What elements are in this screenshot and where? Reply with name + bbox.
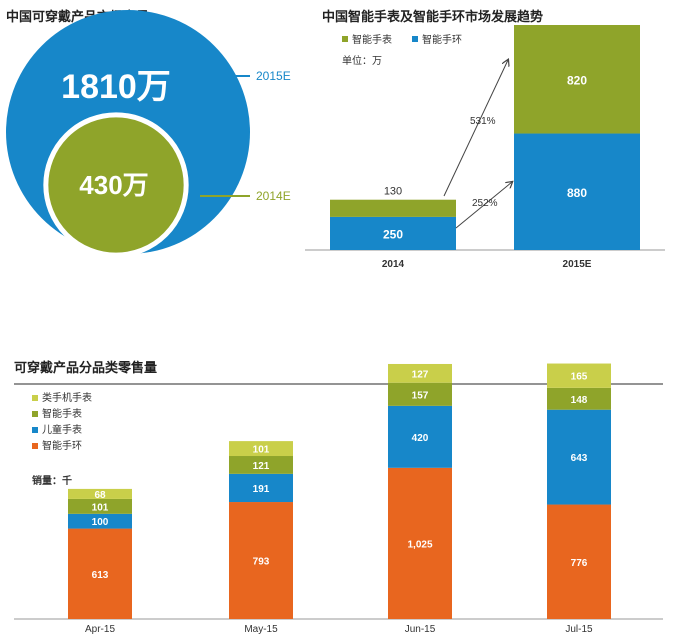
trend-value-label: 880 — [567, 186, 587, 200]
trend-unit-note: 单位：万 — [342, 54, 382, 67]
trend-value-label: 820 — [567, 73, 587, 87]
retail-bar-智能手表-Jul-15 — [547, 387, 611, 410]
retail-value-label: 148 — [571, 395, 588, 406]
trend-chart-title: 中国智能手表及智能手环市场发展趋势 — [322, 9, 544, 24]
retail-value-label: 613 — [92, 570, 109, 581]
retail-value-label: 157 — [412, 390, 429, 401]
bubble-2014e — [43, 112, 189, 258]
retail-legend-label: 智能手环 — [42, 439, 82, 452]
retail-value-label: 1,025 — [407, 539, 432, 550]
retail-x-tick: Jun-15 — [405, 624, 436, 635]
trend-x-tick: 2014 — [382, 259, 405, 270]
retail-x-tick: May-15 — [244, 624, 278, 635]
retail-legend-label: 智能手表 — [42, 407, 82, 420]
growth-label-band: 252% — [472, 198, 498, 209]
bubble-2015e-value: 1810万 — [61, 68, 171, 106]
retail-x-tick: Apr-15 — [85, 624, 115, 635]
retail-value-label: 793 — [253, 557, 270, 568]
retail-unit-note: 销量：千 — [32, 474, 72, 487]
retail-bar-智能手环-Jul-15 — [547, 504, 611, 619]
retail-value-label: 101 — [253, 445, 270, 456]
retail-bar-类手机手表-Jun-15 — [388, 363, 452, 383]
growth-label-watch: 531% — [470, 116, 496, 127]
retail-bar-智能手环-Apr-15 — [68, 528, 132, 619]
retail-legend-label: 类手机手表 — [42, 391, 92, 404]
growth-arrow-watch — [443, 60, 508, 197]
retail-value-label: 100 — [92, 517, 109, 528]
retail-value-label: 121 — [253, 461, 270, 472]
retail-bar-类手机手表-Apr-15 — [68, 488, 132, 499]
retail-legend-swatch — [32, 395, 38, 401]
retail-value-label: 101 — [92, 502, 109, 513]
trend-bar-智能手表-2014 — [330, 199, 456, 217]
trend-legend-label: 智能手表 — [352, 33, 392, 46]
retail-value-label: 643 — [571, 453, 588, 464]
retail-bar-智能手表-May-15 — [229, 456, 293, 474]
retail-bar-儿童手表-Jun-15 — [388, 405, 452, 468]
trend-legend-label: 智能手环 — [422, 33, 462, 46]
retail-bar-智能手表-Apr-15 — [68, 498, 132, 514]
retail-value-label: 68 — [94, 490, 106, 501]
bubble-2014e-value: 430万 — [79, 170, 148, 200]
retail-legend-label: 儿童手表 — [42, 423, 82, 436]
trend-legend-swatch — [342, 36, 348, 42]
retail-value-label: 776 — [571, 558, 588, 569]
retail-value-label: 191 — [253, 484, 270, 495]
label-2015e: 2015E — [256, 69, 291, 83]
trend-legend-swatch — [412, 36, 418, 42]
trend-value-label: 250 — [383, 227, 403, 241]
retail-value-label: 165 — [571, 372, 588, 383]
trend-value-label: 130 — [384, 186, 402, 198]
retail-legend-swatch — [32, 411, 38, 417]
trend-bar-智能手表-2015E — [514, 25, 640, 134]
retail-bar-儿童手表-Jul-15 — [547, 409, 611, 505]
trend-bar-智能手环-2015E — [514, 133, 640, 250]
label-2014e: 2014E — [256, 189, 291, 203]
trend-x-tick: 2015E — [563, 259, 592, 270]
retail-value-label: 127 — [412, 369, 429, 380]
retail-bar-类手机手表-Jul-15 — [547, 363, 611, 388]
growth-arrow-band — [455, 182, 512, 229]
retail-legend-swatch — [32, 443, 38, 449]
retail-bar-智能手环-May-15 — [229, 502, 293, 619]
retail-bar-类手机手表-May-15 — [229, 441, 293, 457]
retail-bar-智能手环-Jun-15 — [388, 467, 452, 619]
retail-bar-儿童手表-May-15 — [229, 473, 293, 503]
retail-value-label: 420 — [412, 433, 429, 444]
retail-bar-儿童手表-Apr-15 — [68, 513, 132, 529]
retail-legend-swatch — [32, 427, 38, 433]
trend-bar-智能手环-2014 — [330, 216, 456, 250]
retail-x-tick: Jul-15 — [565, 624, 593, 635]
retail-chart-title: 可穿戴产品分品类零售量 — [14, 360, 158, 375]
retail-bar-智能手表-Jun-15 — [388, 382, 452, 406]
